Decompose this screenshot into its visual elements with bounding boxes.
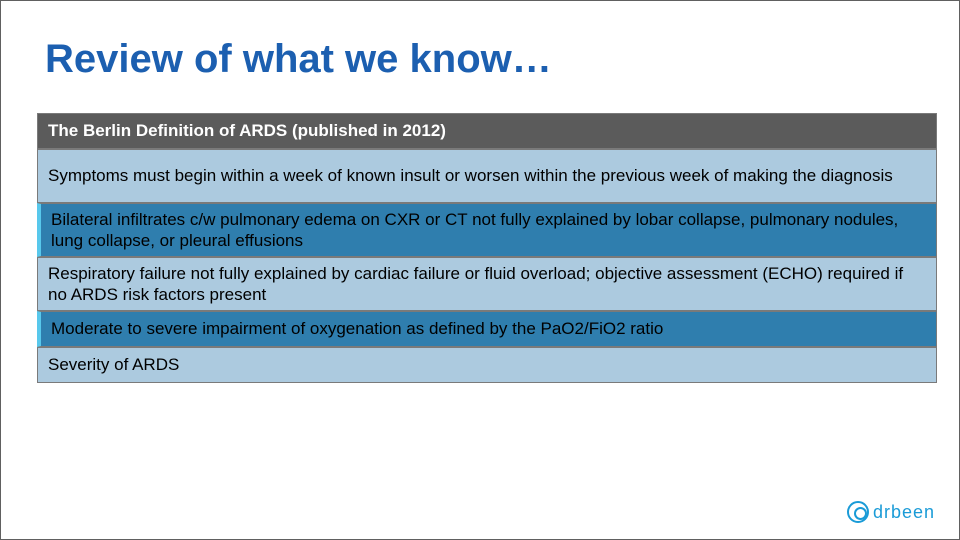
table-header-row: The Berlin Definition of ARDS (published… bbox=[37, 113, 937, 149]
table-header-text: The Berlin Definition of ARDS (published… bbox=[48, 120, 446, 141]
slide-title: Review of what we know… bbox=[45, 37, 552, 82]
table-row: Respiratory failure not fully explained … bbox=[37, 257, 937, 311]
definition-table: The Berlin Definition of ARDS (published… bbox=[37, 113, 937, 383]
table-cell-text: Severity of ARDS bbox=[48, 354, 179, 375]
table-row: Bilateral infiltrates c/w pulmonary edem… bbox=[37, 203, 937, 257]
brand-logo-icon bbox=[847, 501, 869, 523]
table-row: Symptoms must begin within a week of kno… bbox=[37, 149, 937, 203]
slide: Review of what we know… The Berlin Defin… bbox=[0, 0, 960, 540]
table-cell-text: Moderate to severe impairment of oxygena… bbox=[51, 318, 663, 339]
table-cell-text: Symptoms must begin within a week of kno… bbox=[48, 165, 893, 186]
table-row: Moderate to severe impairment of oxygena… bbox=[37, 311, 937, 347]
brand-logo: drbeen bbox=[847, 501, 935, 523]
table-cell-text: Respiratory failure not fully explained … bbox=[48, 263, 926, 306]
table-row: Severity of ARDS bbox=[37, 347, 937, 383]
brand-logo-text: drbeen bbox=[873, 502, 935, 523]
table-cell-text: Bilateral infiltrates c/w pulmonary edem… bbox=[51, 209, 926, 252]
